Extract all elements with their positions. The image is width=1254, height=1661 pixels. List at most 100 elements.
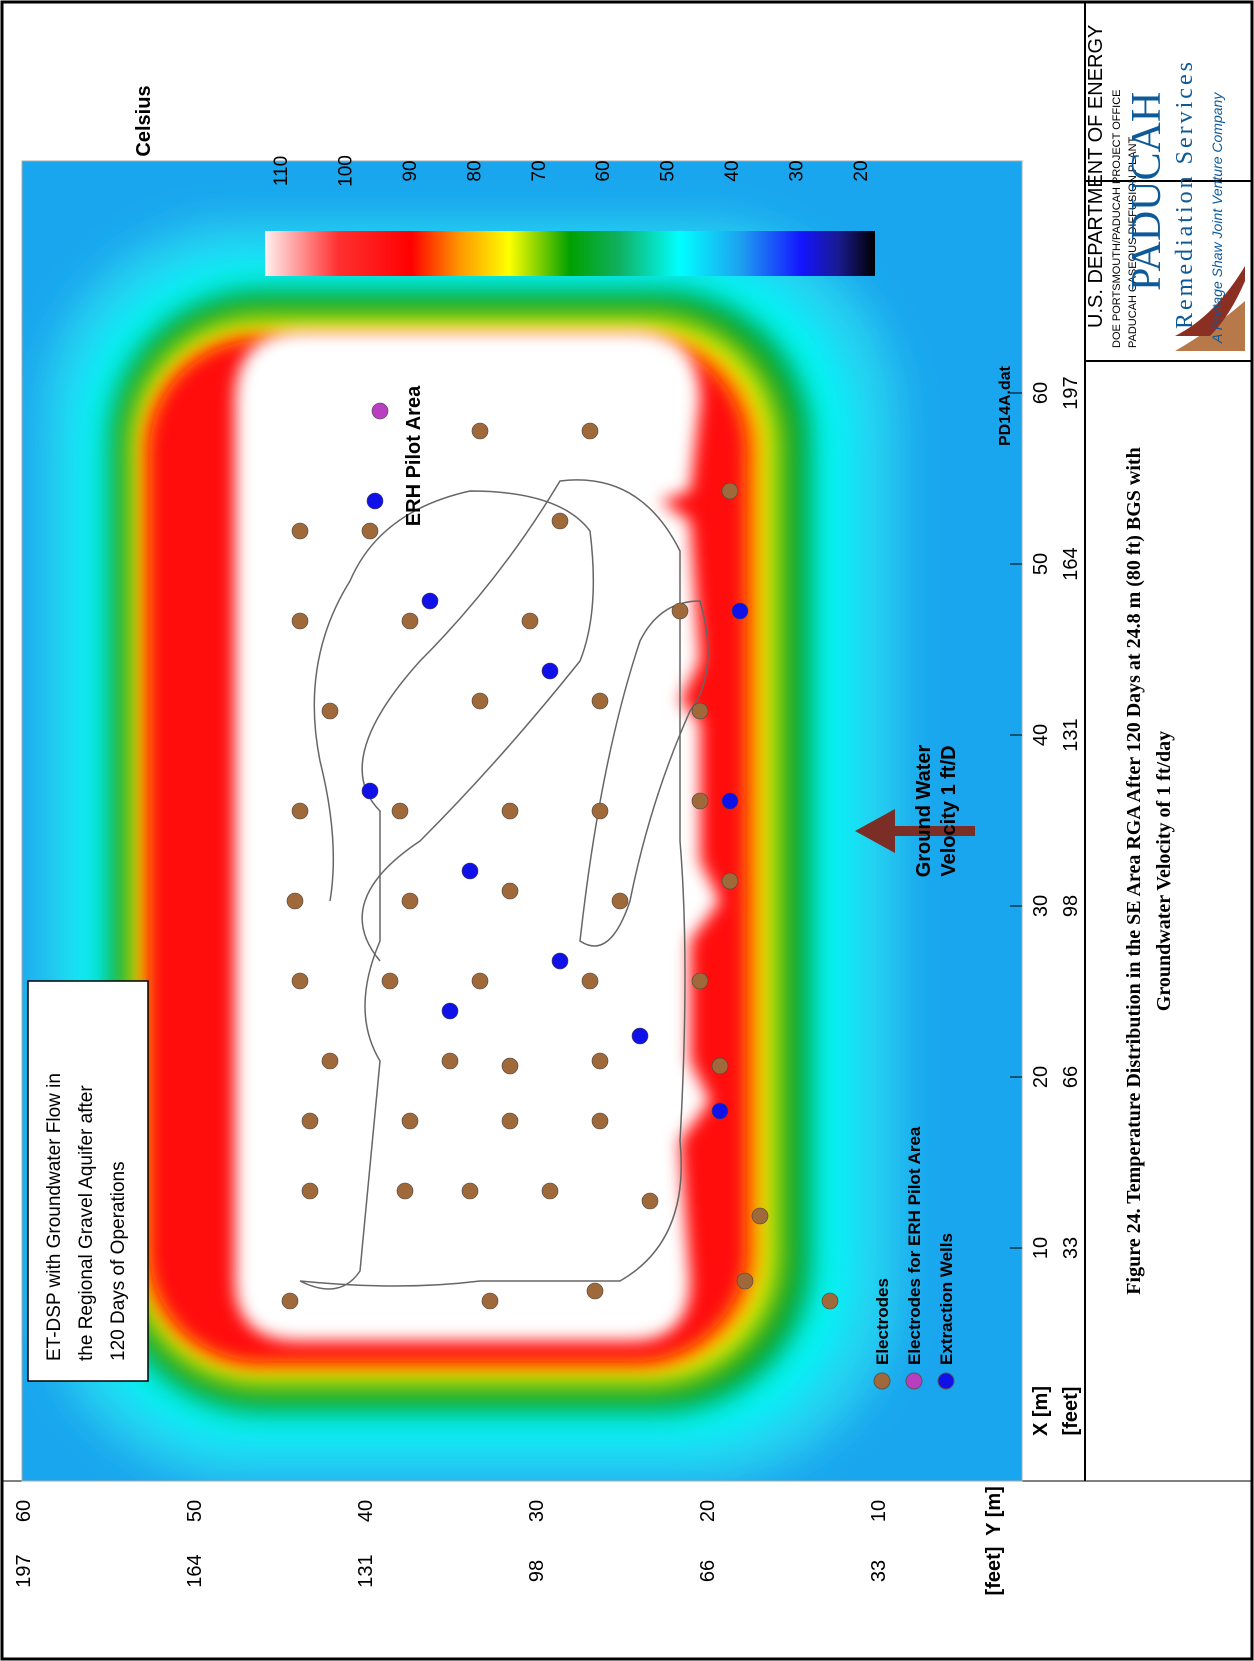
electrode bbox=[821, 1292, 839, 1310]
caption-line-2: Groundwater Velocity of 1 ft/day bbox=[1153, 731, 1175, 1011]
electrode bbox=[711, 1057, 729, 1075]
legend-electrodes: Electrodes bbox=[873, 1278, 892, 1365]
y-tick-ft-label: 66 bbox=[697, 1560, 719, 1582]
legend-well-marker bbox=[937, 1372, 955, 1390]
plot-frame bbox=[21, 160, 1023, 1482]
logo-mark bbox=[1175, 301, 1245, 351]
colorbar-title: Celsius bbox=[133, 85, 155, 156]
x-tick-ft-label: 33 bbox=[1060, 1237, 1082, 1259]
electrode bbox=[321, 702, 339, 720]
y-tick-m-label: 40 bbox=[355, 1500, 377, 1522]
extraction-well bbox=[721, 792, 739, 810]
electrode bbox=[381, 972, 399, 990]
gw-label-1: Ground Water bbox=[913, 744, 935, 877]
extraction-well bbox=[731, 602, 749, 620]
electrode bbox=[691, 972, 709, 990]
electrode bbox=[321, 1052, 339, 1070]
electrode bbox=[281, 1292, 299, 1310]
hot-core bbox=[235, 331, 720, 1341]
extraction-well bbox=[461, 862, 479, 880]
y-tick-m-label: 20 bbox=[697, 1500, 719, 1522]
x-feet-label: [feet] bbox=[1060, 1387, 1082, 1436]
electrode bbox=[521, 612, 539, 630]
x-tick-m-label: 40 bbox=[1030, 724, 1052, 746]
legend-pilot-marker bbox=[905, 1372, 923, 1390]
logo-sub: Remediation Services bbox=[1172, 59, 1198, 329]
colorbar-tick-label: 90 bbox=[400, 160, 421, 181]
x-tick-ft-label: 98 bbox=[1060, 895, 1082, 917]
electrode bbox=[501, 1112, 519, 1130]
electrode bbox=[751, 1207, 769, 1225]
extraction-well bbox=[551, 952, 569, 970]
electrode bbox=[591, 802, 609, 820]
electrode bbox=[301, 1182, 319, 1200]
well-markers bbox=[281, 402, 839, 1310]
description-box bbox=[27, 980, 149, 1382]
electrode bbox=[286, 892, 304, 910]
electrode bbox=[671, 602, 689, 620]
colorbar-tick-label: 40 bbox=[722, 160, 743, 181]
electrode bbox=[401, 892, 419, 910]
outline-pilot bbox=[579, 600, 709, 947]
colorbar-tick-label: 50 bbox=[658, 160, 679, 181]
electrode bbox=[691, 702, 709, 720]
electrode bbox=[551, 512, 569, 530]
pilot-electrode bbox=[371, 402, 389, 420]
temperature-map bbox=[22, 161, 1022, 1481]
electrode bbox=[461, 1182, 479, 1200]
y-axis-label: Y [m] bbox=[983, 1486, 1005, 1536]
colorbar-tick-label: 30 bbox=[787, 160, 808, 181]
colorbar: 110 100 90 80 70 60 50 40 30 20 bbox=[265, 155, 875, 276]
caption-line-1: Figure 24. Temperature Distribution in t… bbox=[1123, 447, 1145, 1294]
electrode bbox=[501, 1057, 519, 1075]
extraction-well bbox=[441, 1002, 459, 1020]
colorbar-tick-label: 70 bbox=[529, 160, 550, 181]
logo-tag: A Portage Shaw Joint Venture Company bbox=[1209, 92, 1225, 344]
y-axis: 10 33 20 66 30 98 40 131 50 164 60 197 Y [m] [feet] bbox=[13, 1486, 1005, 1595]
colorbar-tick-label: 100 bbox=[335, 155, 356, 187]
electrode bbox=[721, 482, 739, 500]
electrode bbox=[291, 612, 309, 630]
desc-line-2: the Regional Gravel Aquifer after bbox=[76, 1085, 97, 1361]
x-tick-ft-label: 164 bbox=[1060, 547, 1082, 580]
electrode bbox=[391, 802, 409, 820]
electrode bbox=[396, 1182, 414, 1200]
outline-outer bbox=[299, 479, 686, 1290]
legend: Electrodes Electrodes for ERH Pilot Area… bbox=[873, 1126, 956, 1390]
desc-line-1: ET-DSP with Groundwater Flow in bbox=[44, 1073, 65, 1361]
electrode bbox=[611, 892, 629, 910]
electrode bbox=[586, 1282, 604, 1300]
paducah-logo: PADUCAH Remediation Services A Portage S… bbox=[1124, 59, 1245, 351]
y-tick-m-label: 50 bbox=[184, 1500, 206, 1522]
electrode bbox=[581, 972, 599, 990]
electrode bbox=[471, 692, 489, 710]
x-tick-ft-label: 197 bbox=[1060, 376, 1082, 409]
colorbar-tick-label: 60 bbox=[593, 160, 614, 181]
electrode bbox=[471, 422, 489, 440]
colorbar-tick-label: 80 bbox=[464, 160, 485, 181]
extraction-well bbox=[631, 1027, 649, 1045]
extraction-well bbox=[366, 492, 384, 510]
extraction-well bbox=[541, 662, 559, 680]
electrode bbox=[501, 802, 519, 820]
dataset-label: PD14A.dat bbox=[997, 365, 1014, 446]
electrode bbox=[481, 1292, 499, 1310]
gw-label-2: Velocity 1 ft/D bbox=[938, 745, 960, 876]
y-tick-ft-label: 33 bbox=[868, 1560, 890, 1582]
extraction-well bbox=[711, 1102, 729, 1120]
doe-line-2: DOE PORTSMOUTH/PADUCAH PROJECT OFFICE bbox=[1111, 89, 1123, 348]
extraction-well bbox=[361, 782, 379, 800]
y-tick-m-label: 60 bbox=[13, 1500, 35, 1522]
electrode bbox=[301, 1112, 319, 1130]
x-tick-ft-label: 131 bbox=[1060, 718, 1082, 751]
area-label: ERH Pilot Area bbox=[403, 385, 425, 526]
x-tick-ft-label: 66 bbox=[1060, 1066, 1082, 1088]
colorbar-fill bbox=[265, 231, 875, 276]
electrode bbox=[441, 1052, 459, 1070]
electrode bbox=[541, 1182, 559, 1200]
y-tick-ft-label: 164 bbox=[184, 1554, 206, 1587]
